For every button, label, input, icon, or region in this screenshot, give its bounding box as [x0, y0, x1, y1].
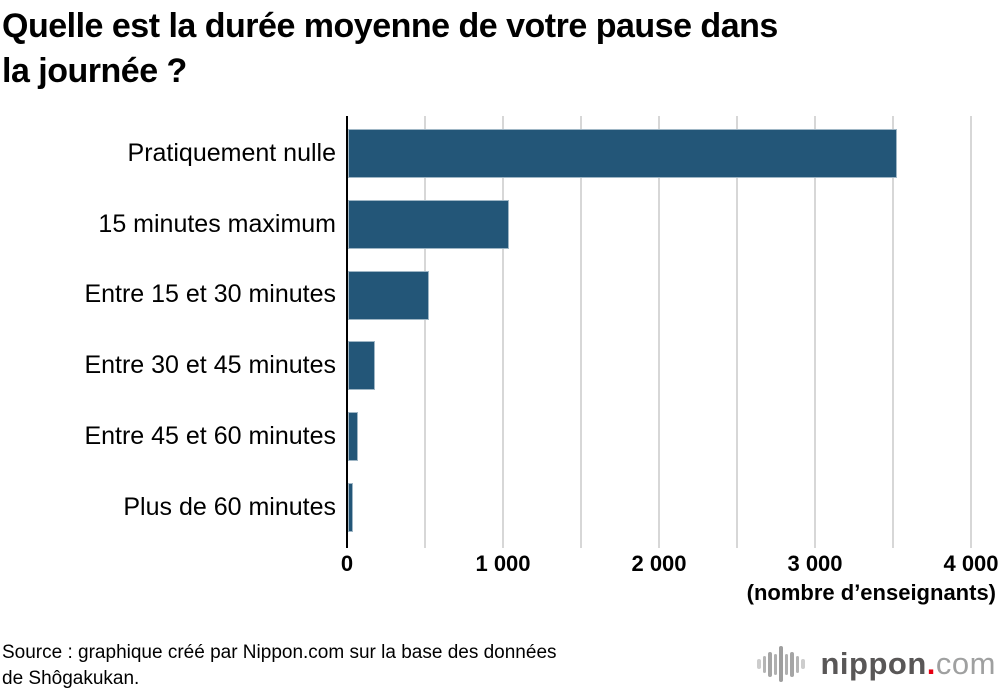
gridline: [736, 116, 738, 548]
x-tick-label: 1 000: [475, 551, 531, 576]
logo-brand: nippon: [820, 646, 927, 681]
gridline: [580, 116, 582, 548]
y-axis-line: [346, 116, 348, 548]
bar: [348, 199, 509, 249]
logo-tld: com: [935, 646, 996, 681]
category-label: Entre 45 et 60 minutes: [84, 422, 336, 451]
bar: [348, 482, 353, 532]
category-label: Entre 15 et 30 minutes: [84, 280, 336, 309]
category-label: Plus de 60 minutes: [123, 492, 336, 521]
chart-title-line1: Quelle est la durée moyenne de votre pau…: [2, 7, 778, 45]
x-axis-unit-label: (nombre d’enseignants): [746, 580, 996, 605]
nippon-logo: nippon.com: [757, 638, 996, 690]
category-label: Pratiquement nulle: [127, 138, 336, 167]
x-tick-label: 4 000: [943, 551, 999, 576]
source-note: Source : graphique créé par Nippon.com s…: [2, 640, 557, 692]
logo-dot: .: [926, 646, 936, 681]
category-label: Entre 30 et 45 minutes: [84, 351, 336, 380]
source-note-line2: de Shôgakukan.: [2, 668, 140, 689]
bar: [348, 270, 429, 320]
gridline: [502, 116, 504, 548]
chart-title: Quelle est la durée moyenne de votre pau…: [2, 4, 982, 94]
gridline: [970, 116, 972, 548]
bar: [348, 341, 375, 391]
x-tick-label: 2 000: [631, 551, 687, 576]
gridline: [658, 116, 660, 548]
x-tick-label: 3 000: [787, 551, 843, 576]
nippon-logo-text: nippon.com: [821, 646, 997, 682]
source-note-line1: Source : graphique créé par Nippon.com s…: [2, 642, 557, 663]
gridline: [424, 116, 426, 548]
x-tick-label: 0: [340, 551, 354, 576]
bar: [348, 412, 358, 462]
bar: [348, 128, 897, 178]
gridline: [892, 116, 894, 548]
category-label: 15 minutes maximum: [98, 209, 336, 238]
chart-title-line2: la journée ?: [2, 52, 187, 90]
soundwave-icon: [757, 646, 807, 682]
gridline: [814, 116, 816, 548]
